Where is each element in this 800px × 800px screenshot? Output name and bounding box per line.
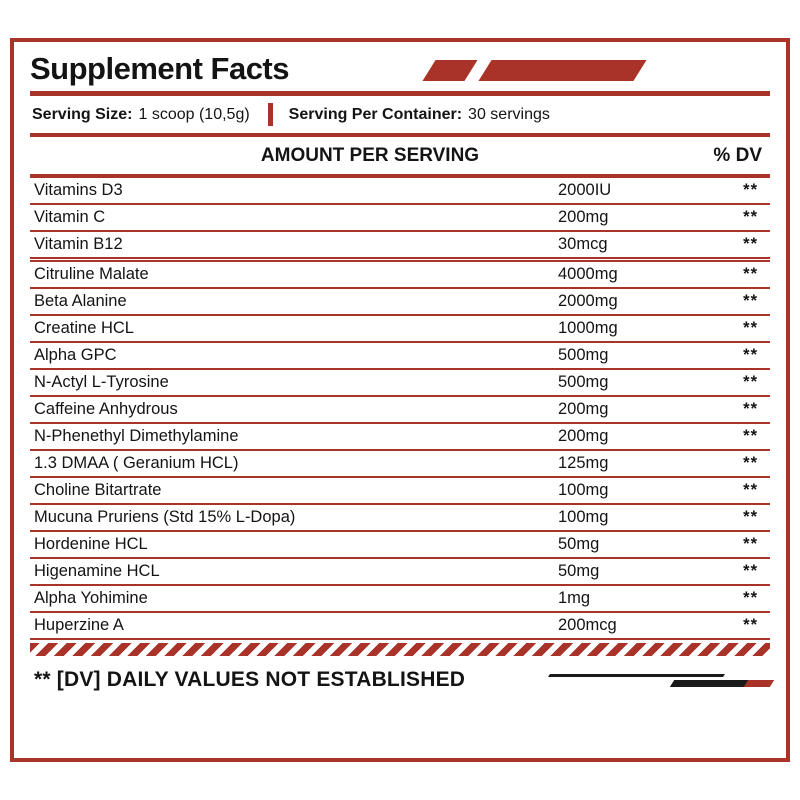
slash-decoration-small-icon xyxy=(422,60,478,81)
ingredient-dv: ** xyxy=(743,508,758,526)
ingredient-dv: ** xyxy=(743,208,758,226)
ingredient-amount: 200mcg xyxy=(558,616,617,634)
table-row: Choline Bitartrate 100mg ** xyxy=(30,478,770,505)
ingredient-amount: 200mg xyxy=(558,427,609,445)
table-row: Vitamin B12 30mcg ** xyxy=(30,232,770,259)
ingredient-name: Alpha GPC xyxy=(34,346,117,364)
serving-bottom-divider xyxy=(30,133,770,137)
table-row: Higenamine HCL 50mg ** xyxy=(30,559,770,586)
table-row: Vitamins D3 2000IU ** xyxy=(30,178,770,205)
header-double-divider xyxy=(30,174,770,178)
serving-info-row: Serving Size: 1 scoop (10,5g) Serving Pe… xyxy=(30,96,770,133)
table-row: Huperzine A 200mcg ** xyxy=(30,613,770,640)
ingredient-amount: 100mg xyxy=(558,508,609,526)
ingredient-amount: 30mcg xyxy=(558,235,608,253)
ingredient-amount: 4000mg xyxy=(558,265,618,283)
ingredient-name: Mucuna Pruriens (Std 15% L-Dopa) xyxy=(34,508,296,526)
ingredient-name: Alpha Yohimine xyxy=(34,589,148,607)
ingredient-name: N-Actyl L-Tyrosine xyxy=(34,373,169,391)
servings-per-container-value: 30 servings xyxy=(468,105,550,123)
ingredient-name: Citruline Malate xyxy=(34,265,149,283)
ingredient-name: 1.3 DMAA ( Geranium HCL) xyxy=(34,454,239,472)
table-row: Alpha Yohimine 1mg ** xyxy=(30,586,770,613)
table-row: Creatine HCL 1000mg ** xyxy=(30,316,770,343)
table-row: Hordenine HCL 50mg ** xyxy=(30,532,770,559)
ingredient-amount: 500mg xyxy=(558,373,609,391)
ingredient-name: Caffeine Anhydrous xyxy=(34,400,178,418)
columns-header: AMOUNT PER SERVING % DV xyxy=(30,137,770,174)
table-row: Mucuna Pruriens (Std 15% L-Dopa) 100mg ** xyxy=(30,505,770,532)
hatch-stripe-band xyxy=(30,643,770,656)
ingredient-amount: 200mg xyxy=(558,400,609,418)
ingredient-dv: ** xyxy=(743,319,758,337)
ingredient-dv: ** xyxy=(743,535,758,553)
footer-thin-line-icon xyxy=(548,674,725,677)
ingredient-name: Vitamin B12 xyxy=(34,235,123,253)
ingredient-dv: ** xyxy=(743,373,758,391)
ingredient-dv: ** xyxy=(743,265,758,283)
table-row: Citruline Malate 4000mg ** xyxy=(30,262,770,289)
footer-decoration xyxy=(489,671,775,689)
title-divider xyxy=(30,91,770,96)
ingredient-name: Higenamine HCL xyxy=(34,562,160,580)
page-title: Supplement Facts xyxy=(30,51,290,86)
ingredient-name: N-Phenethyl Dimethylamine xyxy=(34,427,239,445)
ingredient-amount: 200mg xyxy=(558,208,609,226)
ingredient-name: Vitamins D3 xyxy=(34,181,123,199)
ingredient-dv: ** xyxy=(743,181,758,199)
dv-column-header: % DV xyxy=(713,145,762,166)
ingredient-dv: ** xyxy=(743,346,758,364)
ingredient-dv: ** xyxy=(743,562,758,580)
header-decoration xyxy=(422,60,647,81)
title-row: Supplement Facts xyxy=(30,50,770,88)
ingredient-name: Huperzine A xyxy=(34,616,124,634)
slash-decoration-large-icon xyxy=(478,60,647,81)
ingredient-dv: ** xyxy=(743,589,758,607)
ingredient-dv: ** xyxy=(743,292,758,310)
footer-red-accent-icon xyxy=(743,680,775,687)
ingredient-amount: 2000IU xyxy=(558,181,612,199)
amount-column-header: AMOUNT PER SERVING xyxy=(260,145,480,166)
ingredient-dv: ** xyxy=(743,427,758,445)
table-row: Vitamin C 200mg ** xyxy=(30,205,770,232)
ingredient-name: Choline Bitartrate xyxy=(34,481,162,499)
table-row: N-Phenethyl Dimethylamine 200mg ** xyxy=(30,424,770,451)
ingredient-amount: 50mg xyxy=(558,535,600,553)
ingredient-dv: ** xyxy=(743,616,758,634)
ingredient-name: Creatine HCL xyxy=(34,319,134,337)
table-row: Beta Alanine 2000mg ** xyxy=(30,289,770,316)
ingredient-dv: ** xyxy=(743,454,758,472)
supplement-facts-panel: Supplement Facts Serving Size: 1 scoop (… xyxy=(10,38,790,762)
table-row: Alpha GPC 500mg ** xyxy=(30,343,770,370)
footnote-text: ** [DV] DAILY VALUES NOT ESTABLISHED xyxy=(34,668,466,691)
ingredient-amount: 50mg xyxy=(558,562,600,580)
ingredient-name: Hordenine HCL xyxy=(34,535,148,553)
ingredient-amount: 1mg xyxy=(558,589,591,607)
ingredient-dv: ** xyxy=(743,400,758,418)
serving-divider xyxy=(267,103,273,126)
ingredient-amount: 500mg xyxy=(558,346,609,364)
ingredient-amount: 1000mg xyxy=(558,319,618,337)
ingredient-amount: 100mg xyxy=(558,481,609,499)
ingredient-name: Vitamin C xyxy=(34,208,106,226)
serving-size-label: Serving Size: xyxy=(32,105,133,123)
ingredients-group: Citruline Malate 4000mg ** Beta Alanine 2000… xyxy=(30,260,770,640)
footnote-row: ** [DV] DAILY VALUES NOT ESTABLISHED xyxy=(30,668,775,692)
table-row: N-Actyl L-Tyrosine 500mg ** xyxy=(30,370,770,397)
table-row: Caffeine Anhydrous 200mg ** xyxy=(30,397,770,424)
ingredient-dv: ** xyxy=(743,235,758,253)
ingredient-amount: 125mg xyxy=(558,454,609,472)
vitamins-group: Vitamins D3 2000IU ** Vitamin C 200mg ** Vitam… xyxy=(30,178,770,259)
ingredient-name: Beta Alanine xyxy=(34,292,127,310)
servings-per-container-label: Serving Per Container: xyxy=(288,105,463,123)
table-row: 1.3 DMAA ( Geranium HCL) 125mg ** xyxy=(30,451,770,478)
ingredient-amount: 2000mg xyxy=(558,292,618,310)
ingredient-dv: ** xyxy=(743,481,758,499)
serving-size-value: 1 scoop (10,5g) xyxy=(138,105,250,123)
